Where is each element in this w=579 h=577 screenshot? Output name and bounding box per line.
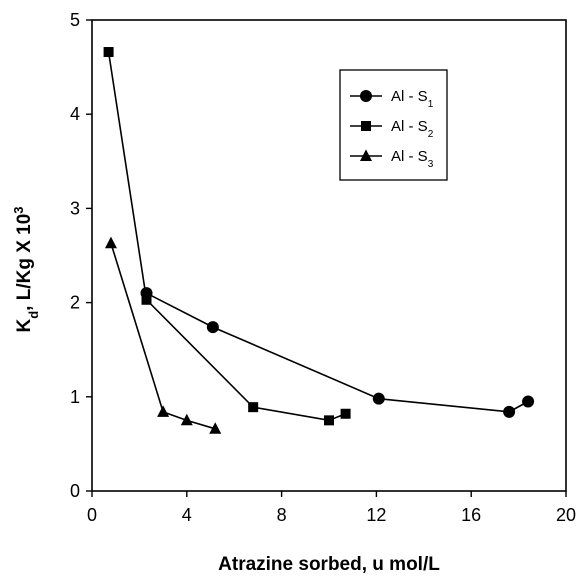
data-point-triangle: [104, 236, 117, 249]
y-axis-title-part: , L/Kg X 10: [14, 214, 35, 311]
legend-marker-square: [361, 121, 371, 131]
x-tick-label: 0: [87, 505, 97, 525]
legend-entry: Al - S2: [350, 118, 434, 140]
series-2: [103, 47, 351, 426]
legend-box: [339, 69, 448, 181]
series-line: [107, 51, 346, 422]
data-point-triangle: [157, 405, 170, 417]
legend-entry: Al - S1: [350, 88, 434, 110]
data-point-triangle: [209, 422, 222, 434]
data-point-square: [340, 408, 351, 419]
y-axis-title-part: K: [14, 319, 35, 333]
data-point-triangle: [180, 413, 193, 426]
y-axis-title-part: d: [26, 311, 41, 319]
data-point-circle: [206, 321, 219, 334]
x-tick-label: 8: [277, 505, 287, 525]
x-tick-label: 16: [461, 505, 481, 525]
y-tick-label: 0: [70, 481, 80, 501]
legend-label-base: Al - S: [391, 88, 428, 105]
legend-label-sub: 1: [428, 99, 434, 110]
plot-area: [91, 19, 567, 492]
y-axis: 0 1 2 3 4 5: [70, 10, 92, 501]
x-axis: 0 4 8 12 16 20: [87, 491, 576, 525]
data-point-circle: [503, 405, 516, 418]
series-layer: [103, 47, 535, 434]
legend-marker-circle: [360, 90, 372, 102]
x-tick-label: 20: [556, 505, 576, 525]
data-point-square: [248, 402, 259, 413]
y-tick-label: 2: [70, 293, 80, 313]
y-axis-title-part: 3: [11, 206, 26, 213]
y-tick-label: 4: [70, 104, 80, 124]
plot-border: [91, 19, 567, 492]
y-axis-title: Kd, L/Kg X 103: [11, 206, 41, 332]
y-tick-label: 3: [70, 198, 80, 218]
x-axis-title: Atrazine sorbed, u mol/L: [218, 554, 440, 575]
legend-label-base: Al - S: [391, 148, 428, 165]
legend-label: Al - S3: [391, 148, 434, 170]
y-tick-label: 1: [70, 387, 80, 407]
y-tick-label: 5: [70, 10, 80, 30]
series-1: [140, 287, 535, 418]
data-point-square: [141, 294, 152, 305]
legend-label-sub: 2: [428, 129, 434, 140]
series-3: [104, 236, 222, 434]
legend-label-sub: 3: [428, 159, 434, 170]
data-point-square: [103, 47, 114, 58]
data-point-square: [324, 415, 334, 426]
legend-label-base: Al - S: [391, 118, 428, 135]
legend-label: Al - S2: [391, 118, 434, 140]
series-line: [146, 292, 529, 413]
series-line: [110, 243, 216, 430]
x-tick-label: 4: [182, 505, 192, 525]
legend-label: Al - S1: [391, 88, 434, 110]
data-point-circle: [522, 395, 535, 408]
legend-marker-triangle: [360, 149, 372, 161]
data-point-circle: [372, 392, 385, 405]
x-tick-label: 12: [366, 505, 386, 525]
legend-entry: Al - S3: [350, 148, 434, 170]
